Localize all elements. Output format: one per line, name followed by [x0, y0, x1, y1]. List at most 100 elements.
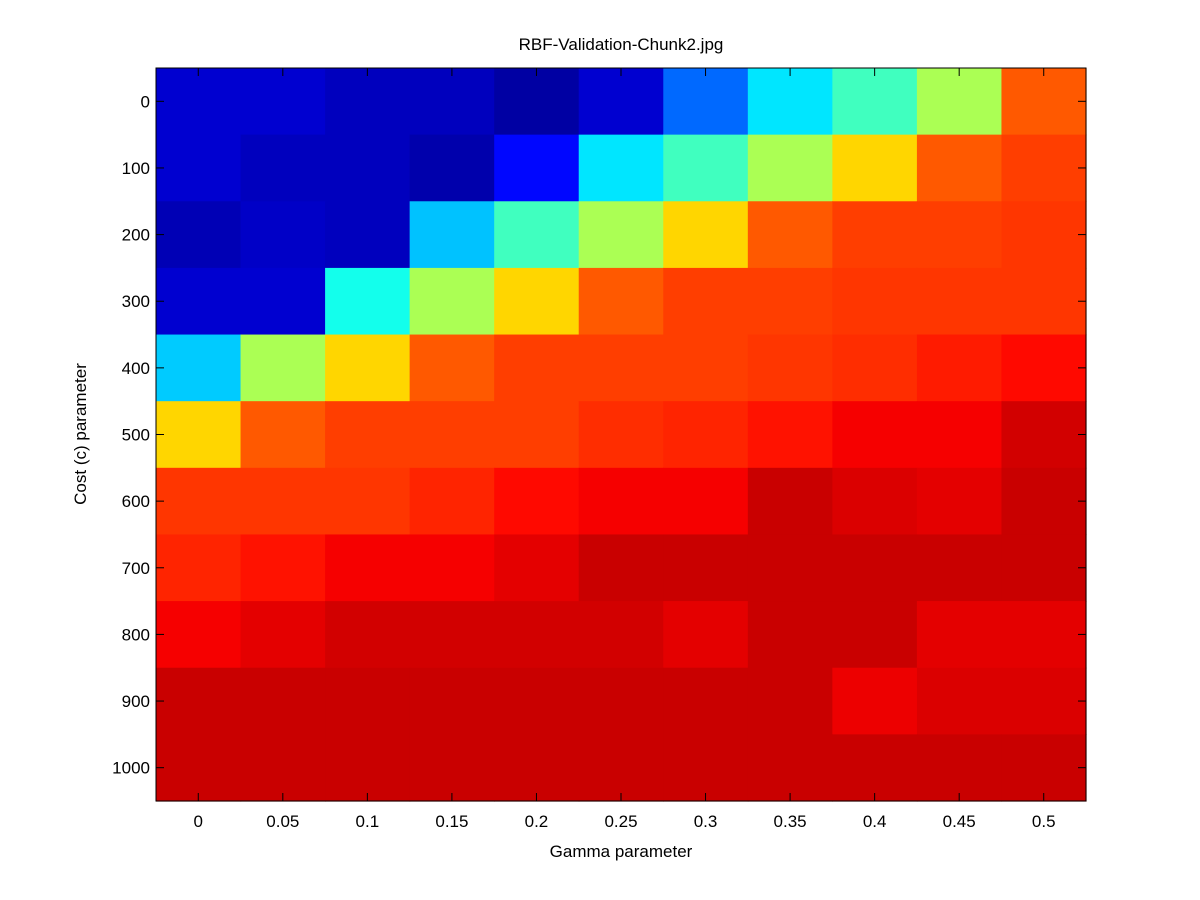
- heatmap-cell: [832, 534, 918, 602]
- heatmap-cell: [156, 401, 242, 469]
- heatmap-cell: [832, 68, 918, 136]
- heatmap-cell: [494, 734, 580, 802]
- heatmap-cell: [832, 401, 918, 469]
- x-tick-label: 0.5: [1032, 812, 1056, 831]
- heatmap-cell: [240, 401, 326, 469]
- x-tick-label: 0.3: [694, 812, 718, 831]
- heatmap-cell: [663, 267, 749, 336]
- heatmap-cell: [409, 467, 495, 536]
- heatmap-cell: [494, 267, 580, 336]
- heatmap-cell: [663, 734, 749, 802]
- y-axis-label: Cost (c) parameter: [71, 363, 90, 505]
- y-tick-label: 400: [122, 359, 150, 378]
- x-tick-label: 0.4: [863, 812, 887, 831]
- heatmap-cell: [578, 134, 664, 202]
- heatmap-cell: [663, 467, 749, 536]
- heatmap-cell: [916, 667, 1003, 735]
- heatmap-cell: [494, 334, 580, 402]
- heatmap-cell: [832, 734, 918, 802]
- heatmap-cell: [325, 134, 411, 202]
- x-tick-label: 0: [194, 812, 203, 831]
- heatmap-cell: [409, 201, 495, 269]
- heatmap-cell: [156, 68, 242, 136]
- heatmap-cell: [156, 201, 242, 269]
- heatmap-cell: [240, 534, 326, 602]
- heatmap-cell: [747, 267, 833, 336]
- heatmap-cell: [409, 134, 495, 202]
- heatmap-cell: [494, 534, 580, 602]
- heatmap-cell: [156, 534, 242, 602]
- heatmap-cell: [578, 601, 664, 669]
- heatmap-cell: [578, 734, 664, 802]
- axis-ticks: [156, 68, 1086, 801]
- heatmap-cell: [1001, 601, 1087, 669]
- heatmap-cell: [409, 534, 495, 602]
- y-tick-label: 100: [122, 159, 150, 178]
- heatmap-cell: [916, 467, 1003, 536]
- heatmap-cell: [916, 734, 1003, 802]
- heatmap-cell: [916, 401, 1003, 469]
- heatmap-cell: [578, 267, 664, 336]
- heatmap-cell: [1001, 134, 1087, 202]
- x-tick-label: 0.25: [604, 812, 637, 831]
- y-tick-label: 300: [122, 292, 150, 311]
- x-tick-label: 0.1: [356, 812, 380, 831]
- heatmap-cell: [578, 201, 664, 269]
- y-tick-labels: 0 100 200 300 400 500 600 700 800 900 1000: [112, 92, 150, 777]
- heatmap-cell: [663, 334, 749, 402]
- heatmap-cell: [832, 201, 918, 269]
- heatmap-cell: [240, 667, 326, 735]
- heatmap-cell: [916, 134, 1003, 202]
- x-tick-label: 0.05: [266, 812, 299, 831]
- heatmap-cell: [409, 267, 495, 336]
- heatmap-cell: [916, 68, 1003, 136]
- heatmap-cell: [916, 534, 1003, 602]
- heatmap-cell: [240, 267, 326, 336]
- heatmap-cell: [832, 667, 918, 735]
- heatmap-cell: [409, 734, 495, 802]
- heatmap-cell: [578, 334, 664, 402]
- heatmap-cell: [494, 201, 580, 269]
- heatmap-cell: [747, 534, 833, 602]
- heatmap-cell: [494, 667, 580, 735]
- heatmap-cell: [747, 401, 833, 469]
- x-tick-label: 0.35: [774, 812, 807, 831]
- heatmap-cell: [1001, 334, 1087, 402]
- heatmap-cell: [747, 734, 833, 802]
- heatmap-cell: [325, 601, 411, 669]
- heatmap-cell: [156, 134, 242, 202]
- heatmap-cell: [578, 534, 664, 602]
- heatmap-cell: [1001, 734, 1087, 802]
- heatmap-cell: [240, 601, 326, 669]
- heatmap-cell: [494, 601, 580, 669]
- x-tick-labels: 0 0.05 0.1 0.15 0.2 0.25 0.3 0.35 0.4 0.45 0.5: [194, 812, 1056, 831]
- heatmap-cell: [240, 734, 326, 802]
- heatmap-cell: [916, 267, 1003, 336]
- x-tick-label: 0.15: [435, 812, 468, 831]
- heatmap-cell: [156, 267, 242, 336]
- heatmap-cell: [1001, 267, 1087, 336]
- heatmap-cell: [916, 201, 1003, 269]
- y-tick-label: 600: [122, 492, 150, 511]
- heatmap-cell: [156, 667, 242, 735]
- heatmap-cell: [832, 134, 918, 202]
- heatmap-cell: [156, 601, 242, 669]
- heatmap-cell: [747, 334, 833, 402]
- y-tick-label: 500: [122, 426, 150, 445]
- heatmap-cell: [916, 334, 1003, 402]
- x-tick-label: 0.2: [525, 812, 549, 831]
- heatmap-cell: [916, 601, 1003, 669]
- heatmap-cell: [832, 467, 918, 536]
- heatmap-cell: [494, 134, 580, 202]
- heatmap-cell: [663, 534, 749, 602]
- y-tick-label: 1000: [112, 759, 150, 778]
- heatmap-cell: [409, 601, 495, 669]
- heatmap-cell: [578, 68, 664, 136]
- heatmap-cell: [494, 401, 580, 469]
- y-tick-label: 200: [122, 226, 150, 245]
- heatmap-cell: [1001, 534, 1087, 602]
- heatmap-cell: [1001, 68, 1087, 136]
- heatmap-cell: [325, 201, 411, 269]
- heatmap-cell: [832, 267, 918, 336]
